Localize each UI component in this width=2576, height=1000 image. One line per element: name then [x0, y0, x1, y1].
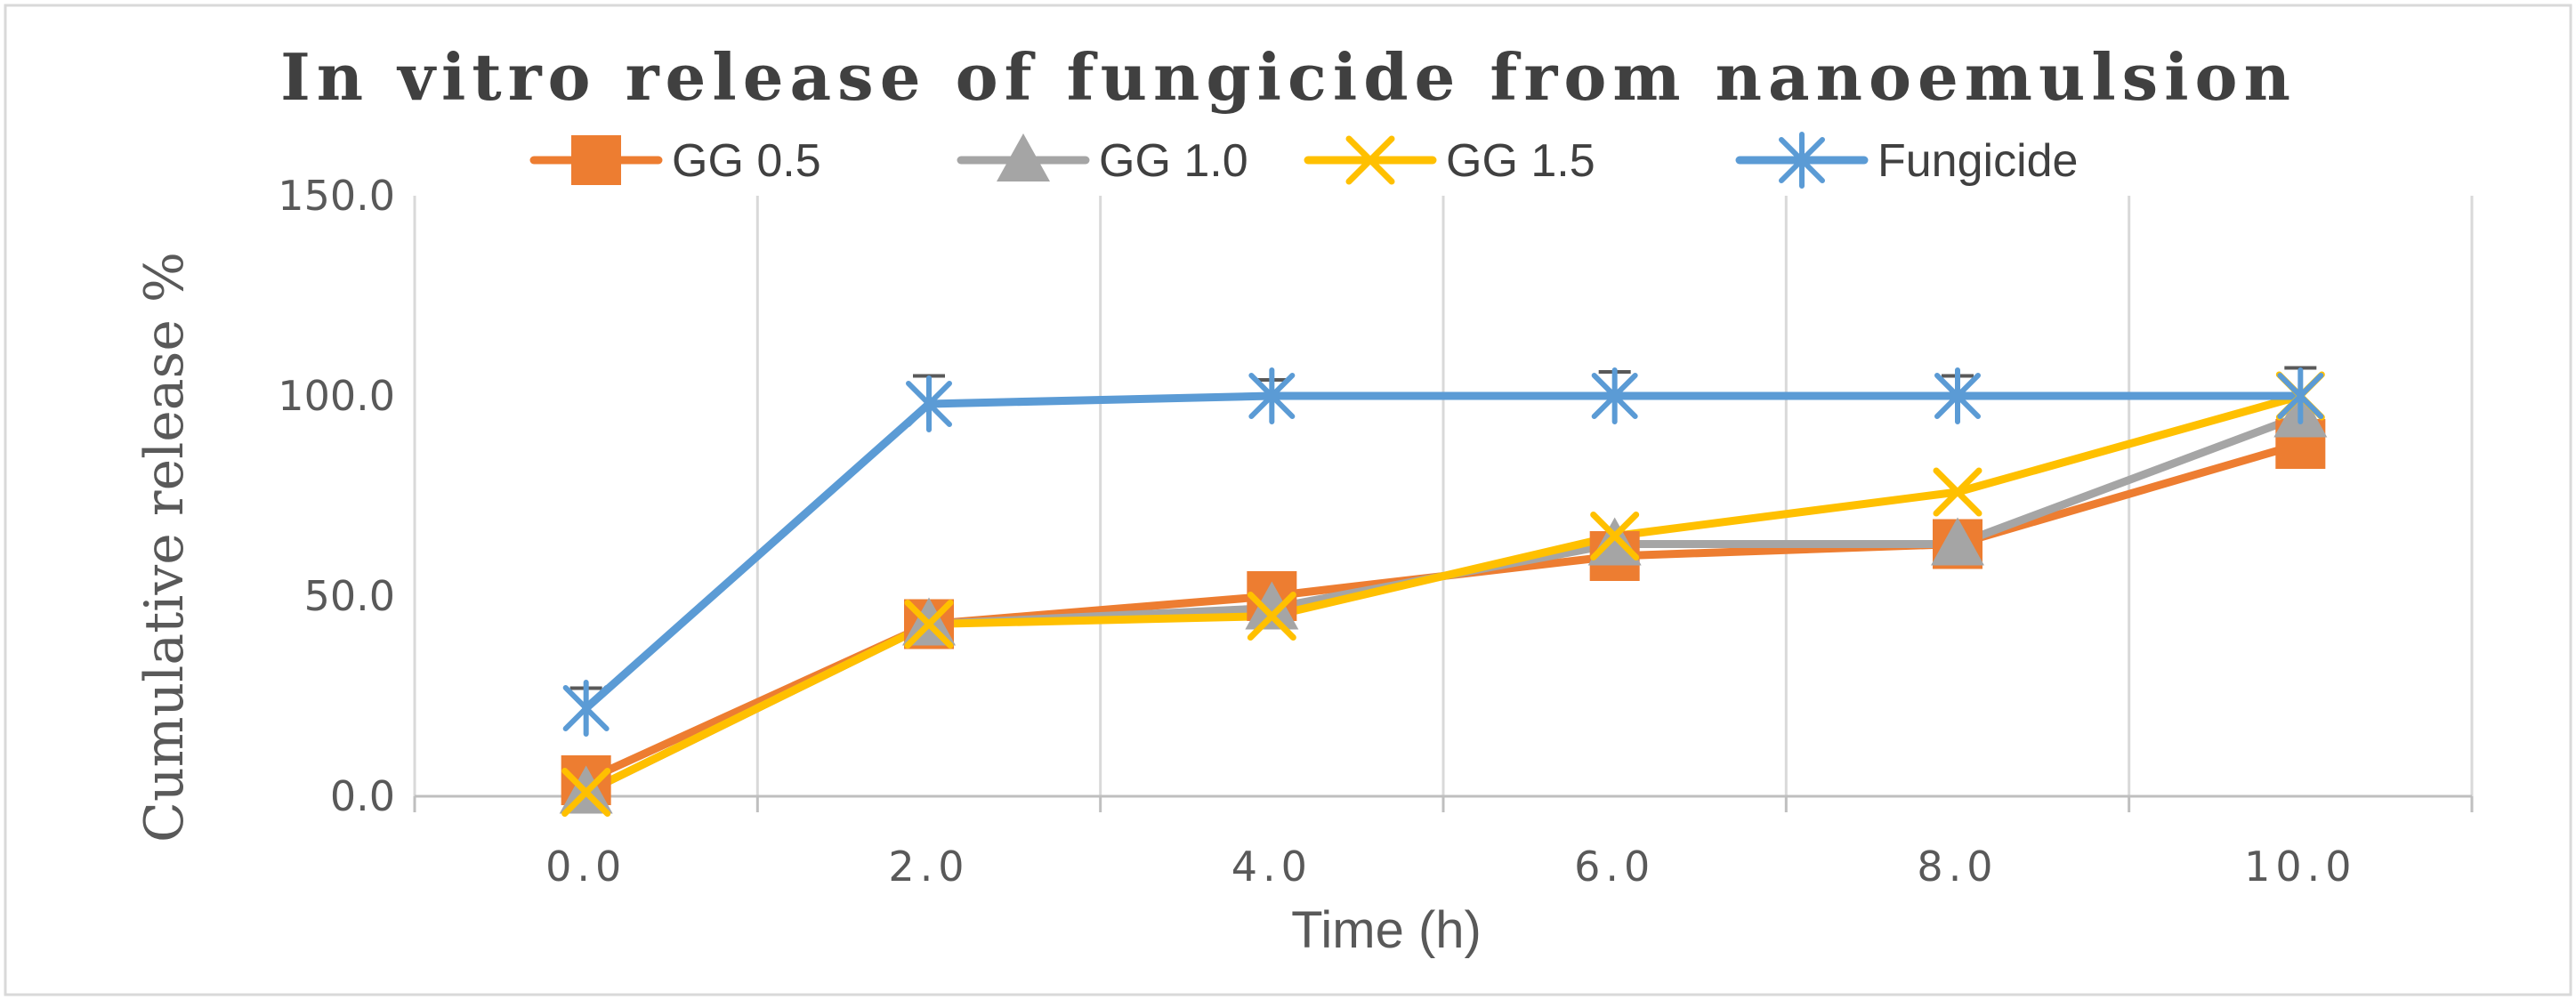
y-tick-label: 50.0 — [304, 572, 395, 620]
x-tick-label: 6.0 — [1574, 843, 1655, 891]
y-tick-label: 150.0 — [278, 172, 395, 220]
y-axis-ticks: 0.0 50.0 100.0 150.0 — [278, 172, 395, 820]
data-point-fungicide — [1591, 367, 1638, 424]
x-tick-label: 10.0 — [2244, 843, 2356, 891]
data-point-fungicide — [2277, 367, 2324, 424]
data-point-fungicide — [1934, 367, 1981, 424]
y-tick-label: 0.0 — [330, 772, 395, 820]
legend-label-gg-1-5: GG 1.5 — [1446, 135, 1595, 187]
legend-marker-gg-1-5 — [1345, 135, 1395, 185]
x-tick-label: 0.0 — [545, 843, 626, 891]
data-point-fungicide — [562, 680, 610, 737]
legend-marker-gg-0-5 — [571, 135, 621, 185]
data-point-fungicide — [906, 375, 952, 432]
series-line-fungicide — [582, 391, 2305, 713]
data-point-gg-1-5 — [1590, 512, 1640, 560]
y-axis-title: Cumulative release % — [133, 252, 196, 843]
series-lines — [582, 391, 2305, 796]
legend-label-gg-1-0: GG 1.0 — [1099, 135, 1248, 187]
data-point-gg-1-5 — [561, 768, 611, 817]
data-point-gg-1-5 — [1247, 592, 1296, 641]
legend-label-gg-0-5: GG 0.5 — [672, 135, 821, 187]
data-point-gg-1-0 — [1931, 517, 1984, 566]
x-tick-label: 4.0 — [1231, 843, 1312, 891]
legend-label-fungicide: Fungicide — [1877, 135, 2078, 187]
series-markers — [559, 367, 2328, 817]
x-tick-label: 2.0 — [888, 843, 969, 891]
x-axis-ticks: 0.0 2.0 4.0 6.0 8.0 10.0 — [545, 843, 2356, 891]
data-point-fungicide — [1248, 367, 1296, 424]
series-line-gg-1-5 — [582, 391, 2305, 796]
y-tick-label: 100.0 — [278, 372, 395, 420]
legend-marker-fungicide — [1779, 132, 1825, 189]
data-point-gg-1-5 — [1933, 467, 1982, 517]
chart-title: In vitro release of fungicide from nanoe… — [280, 39, 2297, 115]
gridlines — [413, 196, 2474, 812]
legend: GG 0.5 GG 1.0 GG 1.5 Fungicide — [529, 132, 2078, 189]
data-point-gg-1-5 — [904, 600, 954, 649]
data-point-gg-1-0 — [1245, 581, 1299, 630]
x-tick-label: 8.0 — [1917, 843, 1998, 891]
x-axis-title: Time (h) — [1291, 901, 1482, 959]
chart-border — [4, 4, 2572, 996]
legend-marker-gg-1-0 — [997, 133, 1050, 181]
